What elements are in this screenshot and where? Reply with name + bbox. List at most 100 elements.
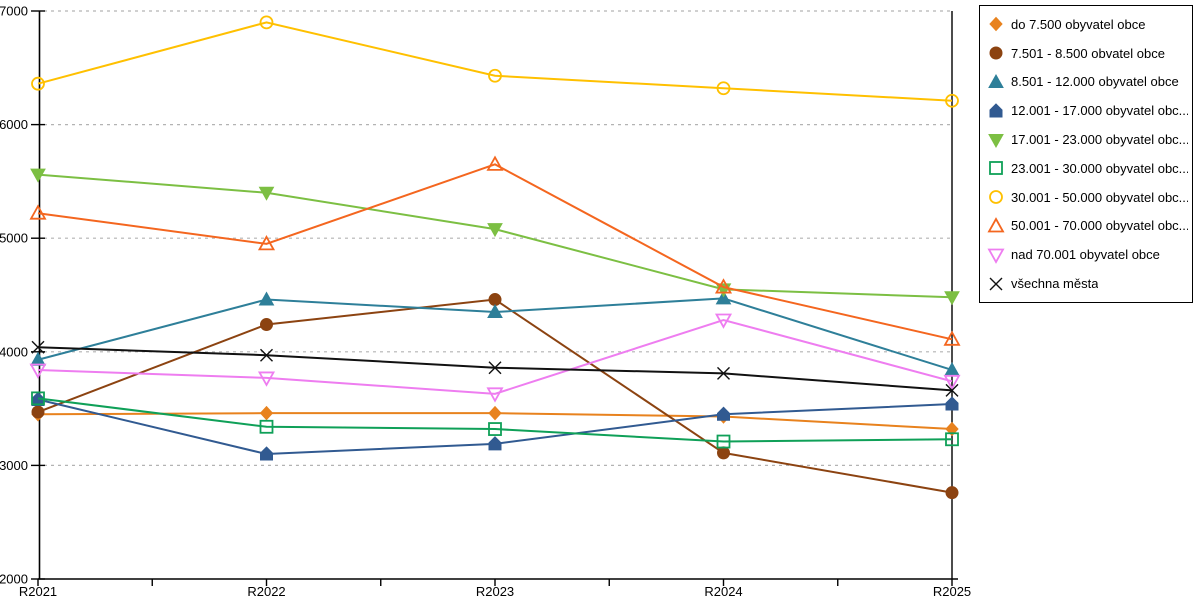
data-point-marker [943,330,961,346]
legend-marker-icon [989,161,1003,176]
legend: do 7.500 obyvatel obce 7.501 - 8.500 obva… [979,5,1193,303]
data-point-marker [945,396,959,411]
data-point-marker [486,155,504,171]
legend-marker-icon [989,277,1003,291]
data-point-marker [257,371,276,387]
x-tick-label: R2025 [933,584,971,599]
data-point-marker [988,73,1004,88]
series-line [37,163,953,341]
data-point-marker [715,290,732,305]
series-line [37,346,953,392]
legend-item-label: do 7.500 obyvatel obce [1011,16,1146,32]
data-point-marker [31,405,45,419]
data-point-marker [259,405,274,421]
data-point-marker [259,15,274,30]
data-point-marker [989,46,1003,60]
data-point-marker [989,161,1003,176]
data-point-marker [486,387,504,403]
data-point-marker [31,76,45,91]
legend-item-label: 23.001 - 30.000 obyvatel obc... [1011,160,1188,176]
data-point-marker [488,422,502,436]
data-point-marker [716,434,731,449]
y-tick-label: 2000 [0,572,28,587]
legend-item: 23.001 - 30.000 obyvatel obc... [987,154,1188,183]
data-point-marker [260,348,273,362]
legend-marker-icon [987,217,1005,233]
x-tick-label: R2021 [19,584,57,599]
data-point-marker [257,235,276,251]
legend-item: do 7.500 obyvatel obce [987,10,1188,39]
data-point-marker [989,277,1003,291]
x-tick-label: R2024 [704,584,742,599]
data-point-marker [987,248,1005,264]
data-point-marker [487,223,503,238]
legend-item-label: 17.001 - 23.000 obyvatel obc... [1011,132,1188,148]
data-point-marker [945,383,959,397]
data-point-marker [488,68,502,83]
data-point-marker [945,432,959,447]
data-point-marker [945,93,959,108]
data-point-marker [259,419,274,434]
data-point-marker [31,340,45,354]
series-line [37,397,953,443]
data-point-marker [260,446,273,461]
legend-marker-icon [989,46,1003,60]
data-point-marker [717,366,730,380]
data-point-marker [717,406,730,421]
legend-item: 8.501 - 12.000 obyvatel obce [987,68,1188,97]
data-point-marker [29,363,47,379]
legend-marker-icon [989,103,1003,118]
data-point-marker [258,291,275,306]
data-point-marker [488,361,502,375]
x-tick-label: R2022 [247,584,285,599]
legend-marker-icon [988,133,1004,148]
legend-marker-icon [987,248,1005,264]
data-point-marker [488,405,502,421]
legend-marker-icon [989,190,1003,205]
legend-item: 30.001 - 50.000 obyvatel obc... [987,183,1188,212]
data-point-marker [488,293,502,307]
series-line [37,21,953,102]
series-line [37,298,953,494]
y-tick-label: 5000 [0,231,28,246]
data-point-marker [31,391,45,406]
legend-item-label: nad 70.001 obyvatel obce [1011,247,1160,263]
data-point-marker [943,374,961,391]
legend-item: 7.501 - 8.500 obvatel obce [987,39,1188,68]
y-tick-label: 6000 [0,117,28,132]
data-point-marker [988,133,1004,148]
data-point-marker [30,168,46,183]
legend-item-label: 30.001 - 50.000 obyvatel obc... [1011,189,1188,205]
legend-item: 17.001 - 23.000 obyvatel obc... [987,125,1188,154]
data-point-marker [260,318,273,332]
x-tick-label: R2023 [476,584,514,599]
data-point-marker [714,313,733,329]
legend-item: všechna města [987,269,1188,298]
data-point-marker [716,81,731,96]
legend-item-label: 8.501 - 12.000 obyvatel obce [1011,74,1179,90]
series-line [37,318,953,395]
legend-item: 50.001 - 70.000 obyvatel obc... [987,212,1188,241]
data-point-marker [945,486,959,500]
legend-item-label: 12.001 - 17.000 obyvatel obc... [1011,103,1188,119]
legend-item-label: všechna města [1011,276,1099,292]
legend-item: nad 70.001 obyvatel obce [987,240,1188,269]
legend-item: 12.001 - 17.000 obyvatel obc... [987,96,1188,125]
data-point-marker [717,446,730,460]
data-point-marker [258,186,275,201]
data-point-marker [989,17,1003,32]
legend-item-label: 7.501 - 8.500 obvatel obce [1011,45,1165,61]
data-point-marker [944,291,960,306]
legend-marker-icon [988,73,1004,88]
data-point-marker [29,204,47,220]
legend-marker-icon [989,17,1003,32]
data-point-marker [945,421,959,437]
data-point-marker [714,278,733,294]
y-tick-label: 3000 [0,458,28,473]
data-point-marker [989,190,1003,205]
data-point-marker [987,217,1005,233]
data-point-marker [487,304,503,319]
